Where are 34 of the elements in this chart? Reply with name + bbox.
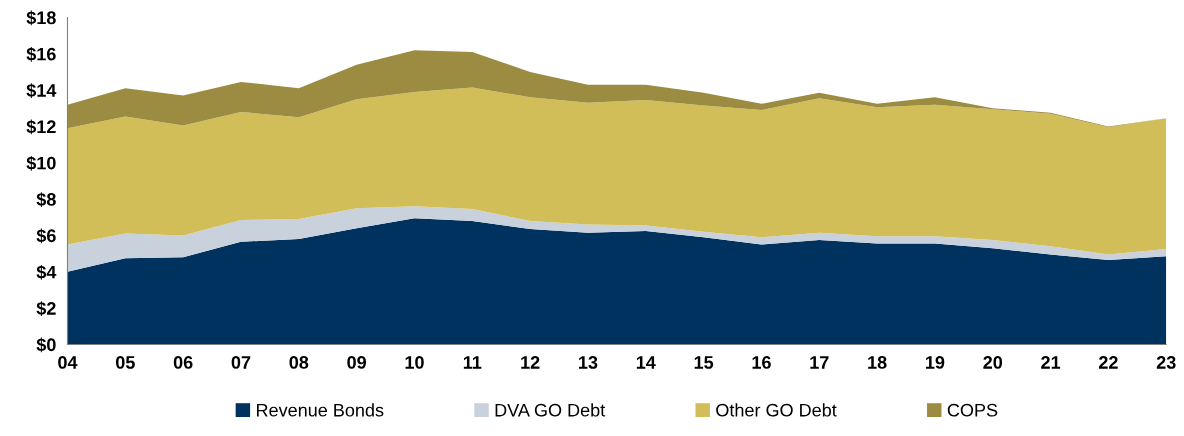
x-tick-label: 09 bbox=[347, 356, 367, 369]
x-tick-label: 12 bbox=[521, 356, 540, 369]
legend-label: Other GO Debt bbox=[716, 403, 837, 417]
y-tick-label: $12 bbox=[26, 119, 56, 135]
x-tick-label: 13 bbox=[579, 356, 598, 369]
x-tick-label: 07 bbox=[231, 356, 251, 369]
x-tick-label: 04 bbox=[58, 356, 78, 369]
x-tick-label: 16 bbox=[752, 356, 771, 369]
y-tick-label: $18 bbox=[26, 10, 56, 26]
y-tick-label: $14 bbox=[26, 83, 57, 98]
y-tick-label: $4 bbox=[36, 264, 57, 280]
x-tick-label: 10 bbox=[405, 356, 424, 369]
x-tick-label: 21 bbox=[1041, 356, 1061, 369]
x-tick-label: 11 bbox=[463, 356, 482, 369]
y-tick-label: $2 bbox=[36, 301, 56, 316]
y-tick-label: $0 bbox=[36, 337, 56, 353]
x-tick-label: 17 bbox=[810, 356, 829, 369]
x-tick-label: 19 bbox=[926, 356, 945, 369]
y-tick-label: $10 bbox=[26, 155, 56, 171]
x-tick-label: 06 bbox=[173, 356, 193, 369]
x-tick-label: 20 bbox=[983, 356, 1003, 369]
legend-label: DVA GO Debt bbox=[495, 403, 606, 417]
x-tick-label: 14 bbox=[636, 356, 656, 369]
y-tick-label: $16 bbox=[26, 46, 56, 62]
y-tick-label: $8 bbox=[36, 192, 56, 207]
x-tick-label: 22 bbox=[1099, 356, 1118, 369]
x-tick-label: 05 bbox=[115, 356, 135, 369]
legend-label: COPS bbox=[947, 403, 998, 417]
x-tick-label: 15 bbox=[694, 356, 714, 369]
x-tick-label: 23 bbox=[1156, 356, 1176, 369]
legend-label: Revenue Bonds bbox=[257, 403, 384, 417]
x-tick-label: 18 bbox=[868, 356, 887, 369]
x-tick-label: 08 bbox=[289, 356, 309, 369]
y-tick-label: $6 bbox=[36, 228, 56, 244]
